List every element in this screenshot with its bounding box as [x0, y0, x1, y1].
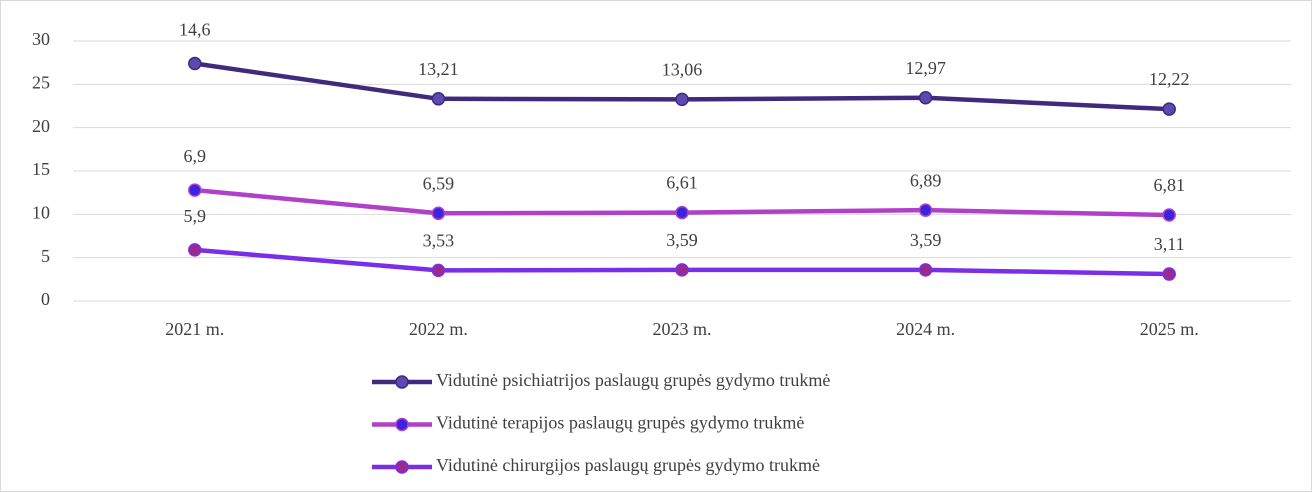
y-tick-label: 20	[32, 116, 50, 136]
series-marker	[188, 183, 202, 197]
data-label: 6,81	[1153, 175, 1185, 195]
legend-label: Vidutinė terapijos paslaugų grupės gydym…	[436, 413, 804, 433]
series-marker	[918, 91, 933, 105]
data-label: 12,97	[905, 58, 946, 78]
y-tick-label: 5	[41, 246, 50, 266]
series-marker	[1162, 102, 1176, 116]
data-label: 13,21	[418, 59, 459, 79]
data-label: 3,59	[666, 230, 698, 250]
legend-label: Vidutinė chirurgijos paslaugų grupės gyd…	[436, 455, 820, 475]
data-label: 6,89	[910, 170, 942, 190]
data-label: 12,22	[1149, 69, 1190, 89]
data-label: 3,11	[1154, 234, 1185, 254]
series-marker	[918, 203, 933, 217]
legend-label: Vidutinė psichiatrijos paslaugų grupės g…	[436, 370, 830, 390]
data-label: 6,9	[184, 146, 207, 166]
series-marker	[431, 263, 446, 278]
legend-marker	[395, 417, 409, 432]
series-marker	[188, 243, 202, 257]
series-marker	[675, 205, 689, 220]
data-label: 14,6	[179, 20, 211, 40]
x-tick-label: 2022 m.	[409, 319, 468, 339]
legend-marker	[395, 375, 409, 389]
x-tick-label: 2025 m.	[1140, 319, 1199, 339]
y-tick-label: 25	[32, 72, 50, 92]
data-label: 6,61	[666, 173, 698, 193]
series-marker	[431, 92, 446, 106]
series-marker	[1162, 267, 1176, 281]
y-tick-label: 30	[32, 29, 50, 49]
x-tick-label: 2023 m.	[652, 319, 711, 339]
series-marker	[675, 263, 689, 277]
y-tick-label: 10	[32, 202, 50, 222]
y-tick-label: 15	[32, 159, 50, 179]
series-marker	[918, 263, 933, 277]
data-label: 3,53	[423, 231, 455, 251]
series-marker	[675, 92, 689, 107]
data-label: 5,9	[184, 206, 207, 226]
data-label: 13,06	[662, 60, 703, 80]
x-tick-label: 2021 m.	[165, 319, 224, 339]
data-label: 3,59	[910, 230, 942, 250]
y-tick-label: 0	[41, 289, 50, 309]
series-marker	[431, 206, 446, 221]
series-marker	[188, 56, 202, 71]
x-tick-label: 2024 m.	[896, 319, 955, 339]
legend-marker	[395, 460, 409, 474]
data-label: 6,59	[423, 173, 455, 193]
series-marker	[1162, 208, 1176, 222]
